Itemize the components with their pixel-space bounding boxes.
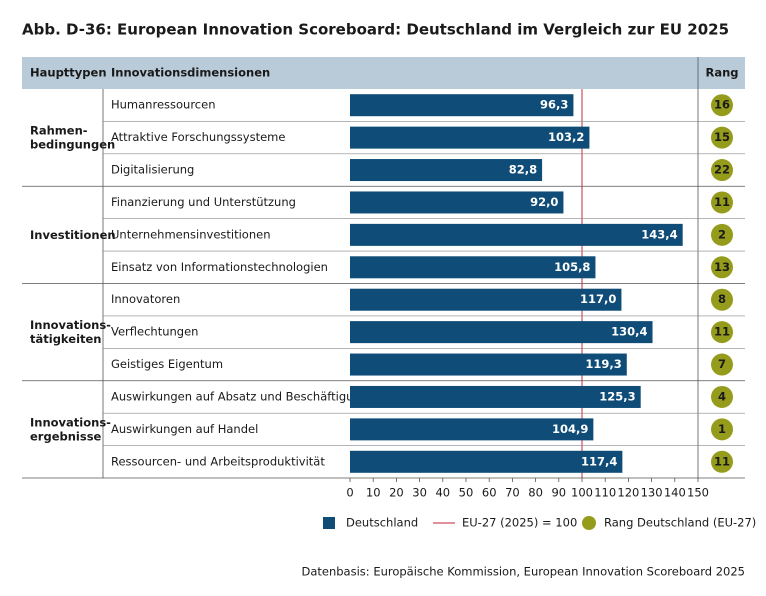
legend-label: EU-27 (2025) = 100 — [462, 516, 577, 530]
rank-marker — [711, 418, 733, 441]
value-label: 117,0 — [580, 292, 616, 306]
rank-marker — [711, 223, 733, 246]
x-tick-label: 30 — [412, 486, 427, 500]
x-tick-label: 40 — [435, 486, 450, 500]
source: Datenbasis: Europäische Kommission, Euro… — [301, 565, 745, 579]
x-tick-label: 140 — [664, 486, 686, 500]
bar — [350, 418, 594, 441]
group-label: Innovations-ergebnisse — [30, 415, 111, 443]
legend-label: Deutschland — [346, 516, 418, 530]
rank-marker — [711, 321, 733, 344]
bar — [350, 159, 543, 182]
value-label: 143,4 — [641, 227, 677, 241]
rank-label: 22 — [714, 163, 730, 177]
group-label-line: Innovations- — [30, 318, 111, 332]
category-label: Auswirkungen auf Absatz und Beschäftigun… — [111, 389, 368, 403]
rank-marker — [711, 126, 733, 149]
rank-label: 7 — [718, 357, 726, 371]
legend-label: Rang Deutschland (EU-27) — [604, 516, 756, 530]
category-label: Geistiges Eigentum — [111, 357, 223, 371]
x-tick-label: 80 — [528, 486, 543, 500]
category-label: Innovatoren — [111, 292, 180, 306]
bar — [350, 385, 641, 408]
header-band — [22, 57, 745, 89]
group-label-line: ergebnisse — [30, 429, 102, 443]
value-label: 92,0 — [530, 195, 558, 209]
value-label: 130,4 — [611, 325, 647, 339]
rank-marker — [711, 288, 733, 311]
rank-label: 15 — [714, 130, 730, 144]
category-label: Finanzierung und Unterstützung — [111, 195, 296, 209]
group-label-line: Innovations- — [30, 415, 111, 429]
bar — [350, 321, 653, 344]
header: Haupttypen — [30, 66, 107, 80]
rank-label: 4 — [718, 389, 726, 403]
x-tick-label: 130 — [641, 486, 663, 500]
rank-label: 2 — [718, 227, 726, 241]
value-label: 105,8 — [554, 260, 590, 274]
x-tick-label: 70 — [505, 486, 520, 500]
x-tick-label: 60 — [482, 486, 497, 500]
x-tick-label: 120 — [617, 486, 639, 500]
category-label: Attraktive Forschungssysteme — [111, 130, 285, 144]
x-tick-label: 100 — [571, 486, 593, 500]
group-label: Investitionen — [30, 227, 116, 241]
group-label-line: tätigkeiten — [30, 332, 102, 346]
group-label: Rahmen-bedingungen — [30, 123, 115, 151]
rank-marker — [711, 191, 733, 214]
category-label: Digitalisierung — [111, 163, 194, 177]
rank-label: 16 — [714, 98, 730, 112]
bar — [350, 450, 623, 473]
value-label: 103,2 — [548, 130, 584, 144]
category-label: Humanressourcen — [111, 98, 216, 112]
rank-marker — [711, 256, 733, 279]
x-tick-label: 20 — [389, 486, 404, 500]
rank-marker — [711, 450, 733, 473]
category-label: Einsatz von Informationstechnologien — [111, 260, 328, 274]
value-label: 117,4 — [581, 454, 617, 468]
rank-label: 11 — [714, 195, 730, 209]
x-tick-label: 150 — [687, 486, 709, 500]
rank-marker — [711, 94, 733, 117]
value-label: 104,9 — [552, 422, 588, 436]
bar — [350, 126, 590, 149]
rank-marker — [711, 159, 733, 182]
group-label-line: bedingungen — [30, 137, 115, 151]
rank-marker — [711, 385, 733, 408]
value-label: 96,3 — [540, 98, 568, 112]
legend-swatch — [323, 517, 335, 529]
x-tick-label: 0 — [346, 486, 353, 500]
category-label: Unternehmensinvestitionen — [111, 227, 270, 241]
rank-label: 11 — [714, 325, 730, 339]
value-label: 125,3 — [599, 389, 635, 403]
x-tick-label: 10 — [366, 486, 381, 500]
x-tick-label: 110 — [594, 486, 616, 500]
rank-label: 11 — [714, 454, 730, 468]
value-label: 82,8 — [509, 163, 537, 177]
bar — [350, 256, 596, 279]
header: Innovationsdimensionen — [111, 66, 270, 80]
bar — [350, 353, 627, 376]
value-label: 119,3 — [585, 357, 621, 371]
group-label-line: Investitionen — [30, 227, 116, 241]
group-label: Innovations-tätigkeiten — [30, 318, 111, 346]
rank-marker — [711, 353, 733, 376]
group-label-line: Rahmen- — [30, 123, 88, 137]
header: Rang — [705, 66, 738, 80]
chart-title: Abb. D-36: European Innovation Scoreboar… — [22, 21, 729, 39]
x-tick-label: 50 — [459, 486, 474, 500]
bar — [350, 288, 622, 311]
category-label: Auswirkungen auf Handel — [111, 422, 258, 436]
category-label: Verflechtungen — [111, 325, 198, 339]
legend-swatch — [582, 516, 596, 530]
rank-label: 1 — [718, 422, 726, 436]
rank-label: 8 — [718, 292, 726, 306]
bar — [350, 223, 683, 246]
category-label: Ressourcen- und Arbeitsproduktivität — [111, 454, 325, 468]
bar — [350, 94, 574, 117]
x-tick-label: 90 — [551, 486, 566, 500]
bar — [350, 191, 564, 214]
rank-label: 13 — [714, 260, 730, 274]
